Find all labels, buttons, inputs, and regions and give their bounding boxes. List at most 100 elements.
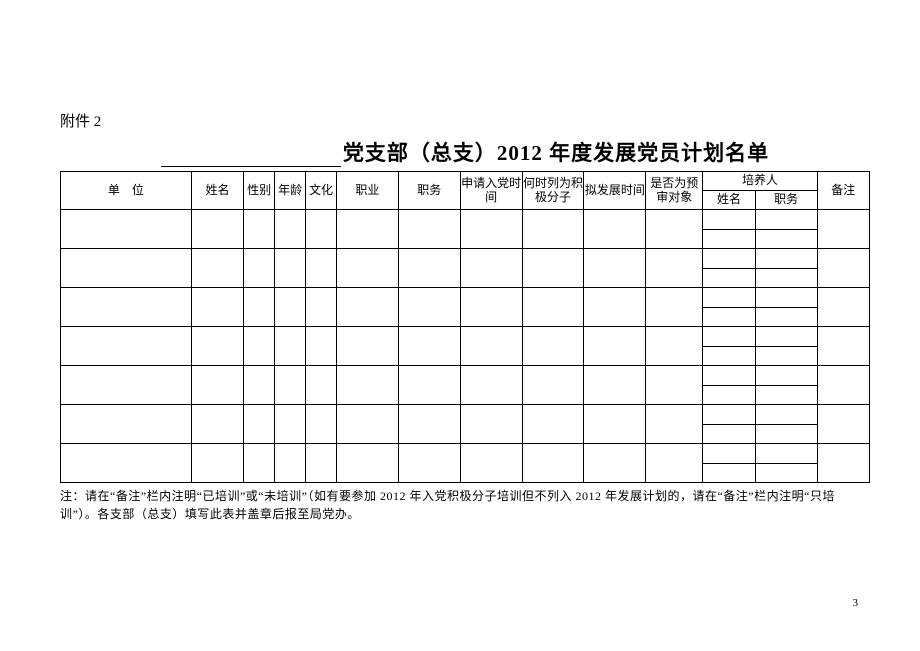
table-cell-remark	[817, 405, 869, 444]
table-cell	[522, 366, 584, 405]
table-cell-cultivator-duty	[755, 405, 817, 425]
table-cell	[244, 327, 275, 366]
table-cell	[398, 327, 460, 366]
table-cell-cultivator-name	[703, 307, 755, 327]
page-number: 3	[853, 597, 859, 609]
col-apply-time: 申请入党时间	[460, 172, 522, 210]
table-cell-cultivator-duty	[755, 385, 817, 405]
table-cell	[398, 210, 460, 249]
table-cell-remark	[817, 210, 869, 249]
table-cell	[61, 249, 192, 288]
table-cell	[275, 405, 306, 444]
table-cell	[646, 327, 703, 366]
table-cell	[191, 444, 243, 483]
table-cell	[191, 327, 243, 366]
table-cell-cultivator-duty	[755, 444, 817, 464]
col-cultivator-group: 培养人	[703, 172, 817, 191]
table-cell	[61, 366, 192, 405]
table-cell	[584, 444, 646, 483]
table-row	[61, 288, 870, 308]
table-cell	[460, 327, 522, 366]
table-cell	[306, 405, 337, 444]
title-main-text: 党支部（总支）2012 年度发展党员计划名单	[343, 141, 769, 165]
table-cell-cultivator-name	[703, 327, 755, 347]
table-row	[61, 249, 870, 269]
table-cell	[191, 249, 243, 288]
table-cell	[646, 444, 703, 483]
table-cell-cultivator-duty	[755, 229, 817, 249]
table-cell	[336, 288, 398, 327]
table-cell-cultivator-duty	[755, 288, 817, 308]
table-cell	[584, 288, 646, 327]
table-cell-cultivator-duty	[755, 346, 817, 366]
table-cell-remark	[817, 366, 869, 405]
table-cell	[191, 288, 243, 327]
table-cell	[275, 444, 306, 483]
col-remark: 备注	[817, 172, 869, 210]
table-cell	[584, 249, 646, 288]
table-cell	[191, 405, 243, 444]
table-cell	[336, 366, 398, 405]
table-cell	[522, 249, 584, 288]
table-cell-cultivator-name	[703, 424, 755, 444]
col-cultivator-duty: 职务	[755, 191, 817, 210]
table-cell	[275, 288, 306, 327]
table-cell	[522, 210, 584, 249]
table-cell	[306, 444, 337, 483]
col-cultivator-name: 姓名	[703, 191, 755, 210]
table-cell	[398, 288, 460, 327]
table-cell	[584, 327, 646, 366]
footnote: 注：请在“备注”栏内注明“已培训”或“未培训”（如有要参加 2012 年入党积极…	[60, 487, 870, 523]
table-cell-cultivator-name	[703, 210, 755, 230]
table-cell	[522, 405, 584, 444]
table-cell	[522, 327, 584, 366]
table-cell	[336, 444, 398, 483]
table-cell	[244, 405, 275, 444]
table-cell	[275, 210, 306, 249]
table-cell	[336, 249, 398, 288]
table-cell	[584, 405, 646, 444]
table-cell	[61, 327, 192, 366]
table-cell	[646, 366, 703, 405]
table-cell	[306, 366, 337, 405]
table-cell	[522, 444, 584, 483]
table-cell	[460, 249, 522, 288]
page-title: 党支部（总支）2012 年度发展党员计划名单	[60, 137, 870, 167]
table-cell-remark	[817, 444, 869, 483]
table-cell-cultivator-name	[703, 444, 755, 464]
table-cell-cultivator-duty	[755, 424, 817, 444]
table-cell-cultivator-name	[703, 288, 755, 308]
table-cell-cultivator-name	[703, 346, 755, 366]
table-cell	[522, 288, 584, 327]
table-cell	[646, 288, 703, 327]
table-cell-cultivator-name	[703, 463, 755, 483]
table-cell	[244, 210, 275, 249]
table-cell	[244, 444, 275, 483]
table-cell	[61, 444, 192, 483]
table-row	[61, 327, 870, 347]
table-cell	[244, 288, 275, 327]
table-cell	[336, 405, 398, 444]
table-cell-remark	[817, 288, 869, 327]
table-cell	[336, 327, 398, 366]
table-cell	[646, 210, 703, 249]
table-cell	[191, 366, 243, 405]
table-cell	[460, 288, 522, 327]
table-cell-cultivator-name	[703, 405, 755, 425]
table-cell-cultivator-duty	[755, 210, 817, 230]
table-cell	[306, 288, 337, 327]
table-cell	[306, 210, 337, 249]
table-cell	[398, 366, 460, 405]
table-cell	[275, 249, 306, 288]
col-occupation: 职业	[336, 172, 398, 210]
table-cell-remark	[817, 327, 869, 366]
col-duty: 职务	[398, 172, 460, 210]
table-cell	[306, 249, 337, 288]
table-cell	[584, 366, 646, 405]
table-cell	[460, 405, 522, 444]
table-cell	[398, 405, 460, 444]
table-cell-cultivator-duty	[755, 463, 817, 483]
table-cell	[191, 210, 243, 249]
table-cell-cultivator-duty	[755, 327, 817, 347]
table-cell-cultivator-duty	[755, 307, 817, 327]
